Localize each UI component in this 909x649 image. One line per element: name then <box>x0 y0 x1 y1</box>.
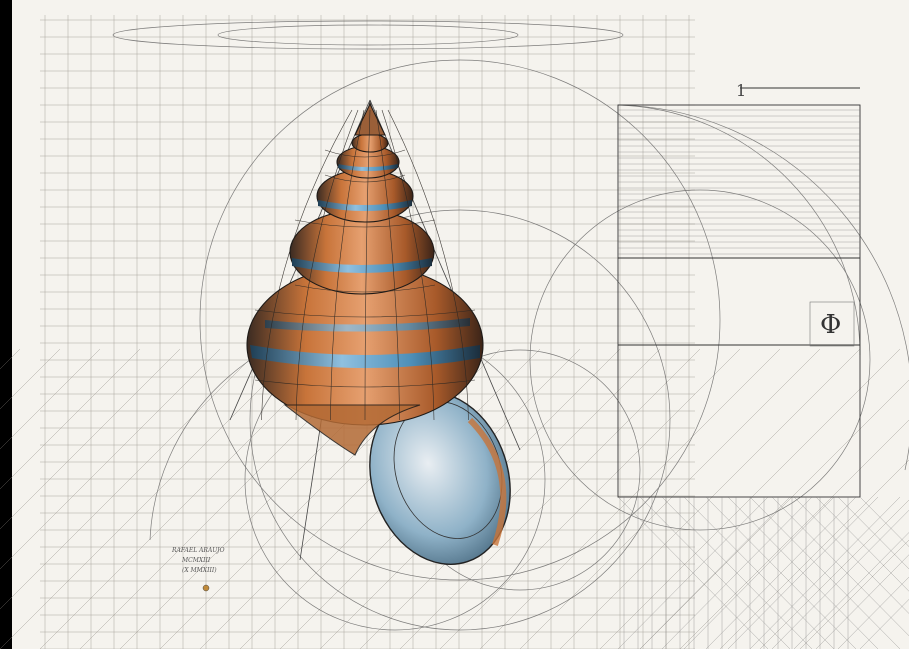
signature-line-1: RAFAEL ARAUJO <box>171 547 225 554</box>
grid-diagonal-line <box>559 348 861 649</box>
hatch-line <box>705 496 857 649</box>
grid-diagonal-line <box>0 348 221 570</box>
grid-diagonal-line <box>719 459 909 649</box>
grid-diagonal-line <box>0 348 181 530</box>
grid-diagonal-line <box>759 499 909 649</box>
hatch-line <box>815 554 909 649</box>
signature-line-3: (X MMXIII) <box>182 567 217 574</box>
shell-spiral-band <box>294 284 436 293</box>
grid-diagonal-line <box>679 419 909 649</box>
golden-rectangle-hatching <box>617 109 909 649</box>
grid-diagonal-line <box>799 539 909 649</box>
hatch-line <box>837 496 909 570</box>
shell-contour-lines <box>254 109 476 421</box>
shell-meridian-line <box>381 109 435 421</box>
grid-diagonal-line <box>0 348 141 490</box>
hatch-line <box>727 496 879 649</box>
hatch-line <box>617 496 769 649</box>
grid-diagonal-line <box>639 379 909 649</box>
hatch-line <box>771 509 909 649</box>
hatch-line <box>683 496 835 649</box>
hatch-line <box>749 496 901 649</box>
seal-mark <box>202 584 210 592</box>
shell-spiral-band <box>294 219 436 228</box>
shell-meridian-line <box>387 109 469 421</box>
signature-line-2: MCMXIII <box>181 557 211 564</box>
phi-symbol: Φ <box>820 310 841 340</box>
construction-circles <box>112 20 909 631</box>
phi-label-box: Φ <box>809 301 855 347</box>
grid-diagonal-line <box>0 348 301 649</box>
grid-diagonal-line <box>0 348 61 410</box>
grid-diagonal-line <box>0 348 261 610</box>
hatch-line <box>793 532 909 649</box>
shell-aperture <box>369 391 511 565</box>
grid-diagonal-line <box>0 348 101 450</box>
hatch-line <box>771 496 909 637</box>
hatch-line <box>815 496 909 592</box>
grid-diagonal-line <box>479 348 781 649</box>
unit-mark: 1 <box>736 81 746 100</box>
hatch-line <box>859 599 909 649</box>
signature-block: RAFAEL ARAUJO MCMXIII (X MMXIII) <box>171 547 225 592</box>
shell-meridian-line <box>330 109 365 421</box>
hatch-line <box>639 496 791 649</box>
grid-diagonal-line <box>0 348 21 370</box>
shell-spiral-band <box>254 379 476 388</box>
shell-meridian-line <box>364 109 371 421</box>
shell-spiral-band <box>254 309 476 318</box>
grid-diagonal-line <box>399 348 701 649</box>
grid-diagonal-line <box>439 348 741 649</box>
shell-meridian-line <box>295 109 359 421</box>
shell-meridian-line <box>261 109 353 421</box>
hatch-line <box>661 496 813 649</box>
golden-rectangle <box>617 87 861 498</box>
shell-spiral-band <box>324 149 406 158</box>
hatch-line <box>859 496 909 547</box>
shell-spiral-band <box>324 174 406 183</box>
shell-meridian-line <box>375 109 400 421</box>
hatch-line <box>837 576 909 649</box>
